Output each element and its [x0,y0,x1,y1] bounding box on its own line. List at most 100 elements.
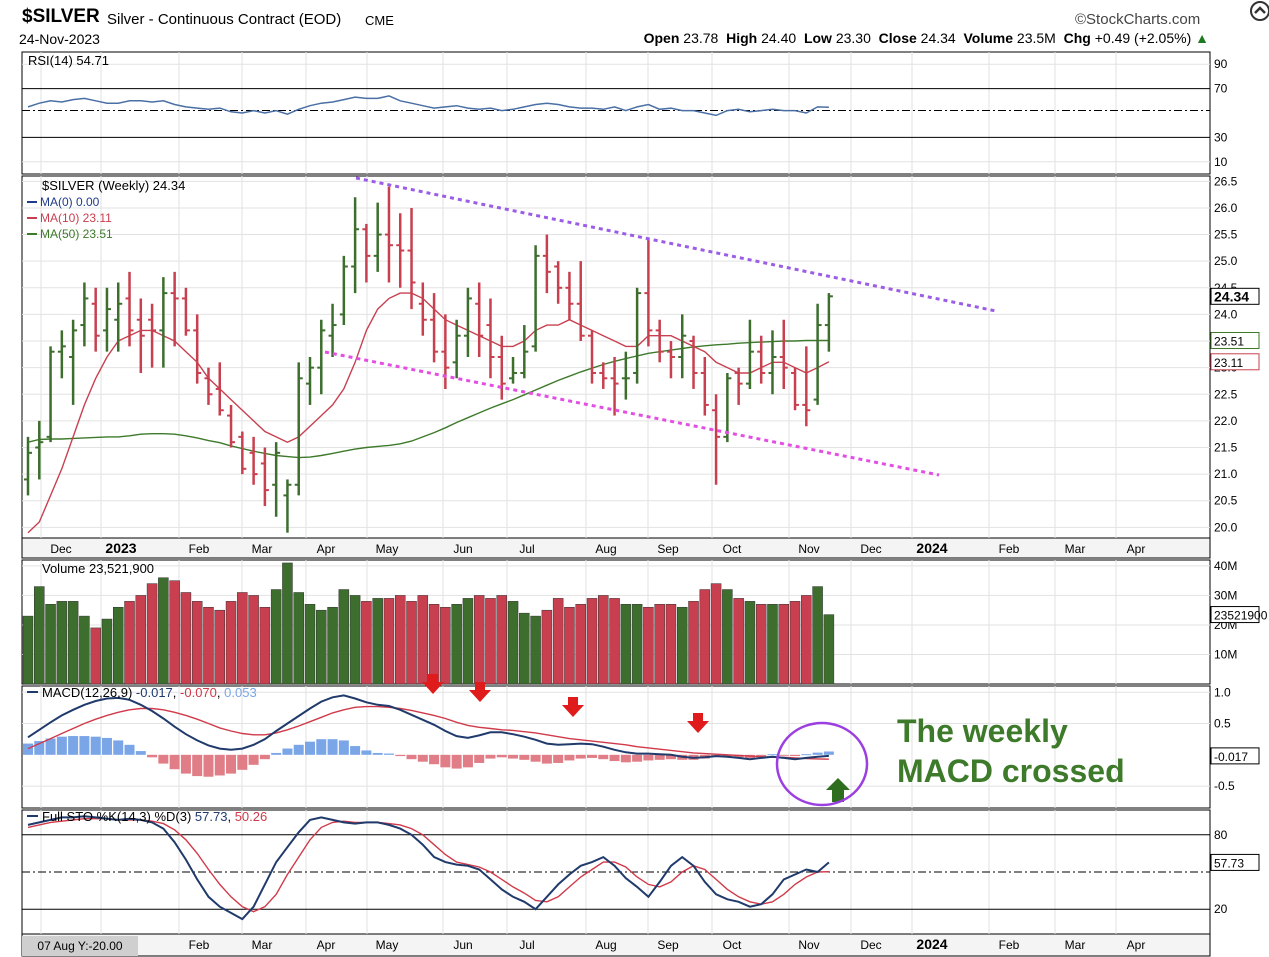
macd-histogram-bar [654,754,665,760]
open-value: 23.78 [683,30,719,46]
volume-bar [237,592,248,685]
ohlc-bar [463,287,472,357]
x-tick-label: Nov [798,938,819,952]
volume-bar [90,627,101,685]
ohlc-bar [396,213,405,288]
sto-tick-label: 80 [1214,828,1228,842]
volume-bar [158,577,169,685]
x-tick-label: Apr [317,938,336,952]
rsi-tick-label: 90 [1214,57,1228,71]
sto-tag-box [1210,853,1260,871]
macd-histogram-bar [462,754,473,768]
ohlc-bar [193,314,202,384]
ohlc-bar [91,287,100,352]
volume-bar [406,601,417,685]
price-tick-label: 26.0 [1214,201,1238,215]
collapse-button[interactable] [1249,0,1269,22]
chart-date: 24-Nov-2023 [19,31,100,47]
price-tick-label: 22.5 [1214,387,1238,401]
price-close-tag-box [1210,287,1260,305]
ma50-legend: MA(50) 23.51 [40,227,113,241]
volume-bar [203,606,214,685]
volume-value: 23.5M [1016,30,1056,46]
ohlc-bar [475,282,484,357]
ohlc-bar [328,303,337,357]
volume-bar [67,601,79,685]
ohlc-bar [497,335,506,400]
volume-bar [135,595,147,685]
macd-histogram-bar [293,744,304,755]
volume-bar [124,601,135,685]
ohlc-bar [588,330,596,384]
x-tick-label: Jul [519,542,534,556]
volume-bar [744,601,756,685]
macd-histogram-bar [778,754,789,756]
volume-bar [643,606,654,685]
macd-histogram-bar [643,754,654,761]
macd-tick-label: -0.5 [1214,779,1235,793]
close-label: Close [878,30,917,46]
volume-bar [225,601,237,685]
volume-bar [79,615,90,685]
macd-legend: MACD(12,26,9) -0.017, -0.070, 0.053 [42,685,257,700]
ohlc-bar [373,202,382,272]
ohlc-bar [238,431,247,475]
volume-bar [812,586,823,685]
panel-rsi [21,51,1211,175]
macd-histogram-bar [587,754,597,758]
ohlc-summary: Open 23.78 High 24.40 Low 23.30 Close 24… [644,30,1209,46]
volume-bar [541,609,553,685]
macd-legend-part: MACD(12,26,9) [42,685,136,700]
low-label: Low [803,30,832,46]
ohlc-bar [430,293,439,363]
macd-histogram-bar [496,754,507,758]
price-tick-label: 24.0 [1214,307,1238,321]
high-value: 24.40 [761,30,797,46]
red-down-arrow-icon [562,697,584,717]
ohlc-bar [734,367,743,405]
volume-bar [688,601,699,685]
ohlc-bar [689,335,698,389]
macd-histogram-bar [259,754,270,760]
rsi-tick-label: 10 [1214,155,1228,169]
volume-bar [823,614,835,685]
ohlc-bar [633,287,642,384]
volume-bar [101,618,113,685]
open-label: Open [643,30,680,46]
volume-tag-box [1210,606,1260,624]
volume-bar [349,595,361,685]
x-tick-label: 2024 [916,540,947,556]
x-tick-label: Sep [657,938,679,952]
macd-tick-label: 0.5 [1214,717,1231,731]
macd-histogram-bar [575,754,586,759]
volume-bar [710,583,722,685]
volume-bar [417,595,429,685]
macd-histogram-bar [226,754,237,774]
volume-bar [665,604,677,685]
ohlc-bar [712,394,721,485]
volume-bar [620,604,632,685]
macd-histogram-bar [113,740,124,755]
macd-histogram-bar [564,754,575,761]
volume-bar [282,562,293,685]
macd-histogram-bar [90,736,101,755]
ohlc-bar [272,442,281,517]
x-tick-label: Jul [519,938,534,952]
ohlc-bar [294,362,303,496]
volume-bar [383,598,395,685]
volume-bar [304,604,316,685]
macd-histogram-bar [237,754,248,770]
ohlc-bar [700,357,709,416]
macd-histogram-bar [147,754,158,758]
ohlc-bar [418,282,427,336]
ohlc-bar [35,420,44,480]
volume-bar [598,595,609,685]
volume-bar [575,604,586,685]
symbol-description: Silver - Continuous Contract (EOD) [107,11,342,28]
macd-histogram-bar [180,754,191,774]
x-tick-label: Jun [453,542,472,556]
macd-histogram-bar [282,748,293,755]
ohlc-bar [678,314,687,379]
annotation-line2: MACD crossed [897,753,1125,789]
ohlc-bar [24,436,32,496]
